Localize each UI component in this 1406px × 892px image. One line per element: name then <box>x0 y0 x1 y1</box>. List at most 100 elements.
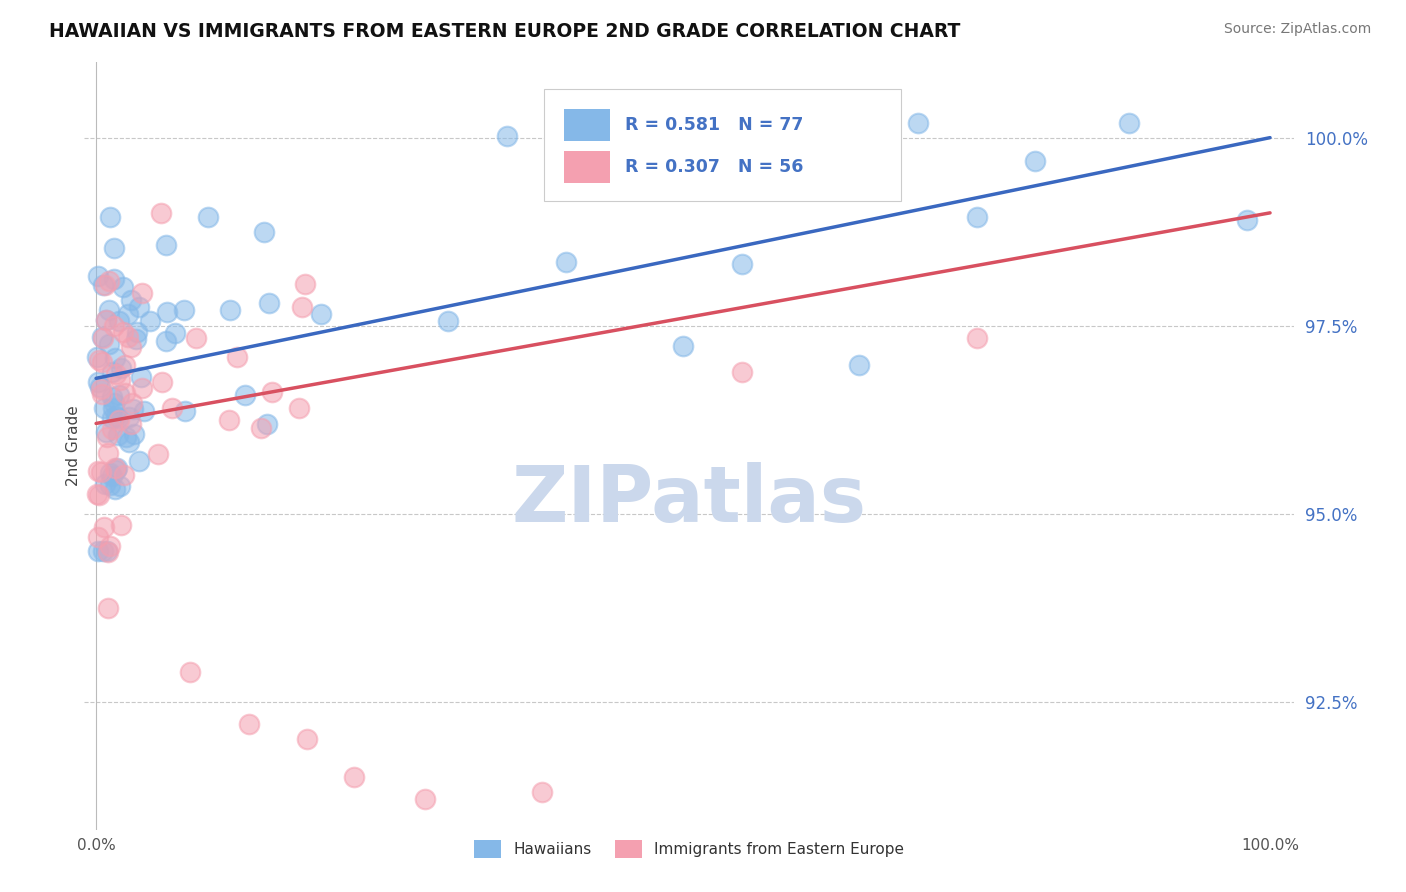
Text: Source: ZipAtlas.com: Source: ZipAtlas.com <box>1223 22 1371 37</box>
Point <box>90 465 112 479</box>
Point <box>262 385 284 400</box>
Point <box>105 463 128 477</box>
Point <box>91 330 114 344</box>
Point <box>93 401 115 415</box>
Point <box>173 404 195 418</box>
Point <box>256 417 278 432</box>
Point <box>103 396 125 410</box>
Point <box>98 210 121 224</box>
Point <box>97 600 120 615</box>
Point <box>101 390 124 404</box>
Point <box>554 255 576 269</box>
Point <box>131 381 153 395</box>
Point <box>294 277 316 292</box>
Point <box>250 421 273 435</box>
FancyBboxPatch shape <box>544 89 901 201</box>
Point <box>114 429 136 443</box>
Point <box>125 332 148 346</box>
Point <box>86 487 108 501</box>
Point <box>94 313 117 327</box>
Point <box>125 326 148 340</box>
Point <box>149 206 172 220</box>
Point <box>107 410 129 425</box>
Point <box>291 301 314 315</box>
Point <box>108 413 131 427</box>
Point <box>173 303 195 318</box>
Legend: Hawaiians, Immigrants from Eastern Europe: Hawaiians, Immigrants from Eastern Europ… <box>468 834 910 864</box>
Point <box>150 375 173 389</box>
Y-axis label: 2nd Grade: 2nd Grade <box>66 406 80 486</box>
Point <box>104 367 127 381</box>
Point <box>104 482 127 496</box>
Point <box>112 467 135 482</box>
Point <box>966 331 988 345</box>
Text: R = 0.307   N = 56: R = 0.307 N = 56 <box>624 158 803 176</box>
Point <box>226 350 249 364</box>
Point <box>120 293 142 307</box>
Point <box>156 305 179 319</box>
Point <box>107 428 129 442</box>
Point <box>87 544 110 558</box>
Point <box>117 330 139 344</box>
Point <box>1118 115 1140 129</box>
Point <box>311 307 333 321</box>
Point <box>233 387 256 401</box>
Point <box>128 454 150 468</box>
Point <box>907 115 929 129</box>
Point <box>101 365 124 379</box>
Point <box>148 446 170 460</box>
Point <box>218 413 240 427</box>
Point <box>112 279 135 293</box>
Point <box>184 331 207 345</box>
Point <box>179 665 201 679</box>
Text: R = 0.581   N = 77: R = 0.581 N = 77 <box>624 116 803 135</box>
Point <box>1236 213 1258 227</box>
Point <box>98 466 121 480</box>
Point <box>91 355 114 369</box>
Point <box>94 425 117 439</box>
Point <box>966 210 988 224</box>
Point <box>413 792 436 806</box>
Point <box>132 404 155 418</box>
Text: ZIPatlas: ZIPatlas <box>512 462 866 538</box>
Point <box>731 256 754 270</box>
Point <box>297 732 319 747</box>
Point <box>90 382 112 396</box>
Point <box>104 409 127 424</box>
Point <box>98 478 121 492</box>
Point <box>90 386 112 401</box>
Point <box>93 520 115 534</box>
Point <box>103 241 125 255</box>
Point <box>87 352 110 367</box>
Point <box>155 238 177 252</box>
Point <box>98 302 121 317</box>
Point <box>108 314 131 328</box>
Text: HAWAIIAN VS IMMIGRANTS FROM EASTERN EUROPE 2ND GRADE CORRELATION CHART: HAWAIIAN VS IMMIGRANTS FROM EASTERN EURO… <box>49 22 960 41</box>
Point <box>122 402 145 417</box>
Point <box>496 129 519 144</box>
Point <box>103 319 125 334</box>
Point <box>91 331 114 345</box>
Point <box>87 464 110 478</box>
Point <box>94 277 117 292</box>
Point <box>131 286 153 301</box>
Point <box>160 401 183 416</box>
Point <box>163 326 186 340</box>
Point <box>107 388 129 402</box>
Point <box>97 337 120 351</box>
FancyBboxPatch shape <box>564 109 610 142</box>
Point <box>97 544 120 558</box>
Point <box>219 303 242 318</box>
Point <box>731 365 754 379</box>
Point <box>87 530 110 544</box>
Point <box>101 410 124 425</box>
Point <box>110 361 132 376</box>
Point <box>108 373 131 387</box>
Point <box>259 296 281 310</box>
Point <box>86 350 108 364</box>
Point <box>110 518 132 533</box>
Point <box>96 430 118 444</box>
Point <box>437 314 460 328</box>
Point <box>672 339 695 353</box>
Point <box>122 426 145 441</box>
